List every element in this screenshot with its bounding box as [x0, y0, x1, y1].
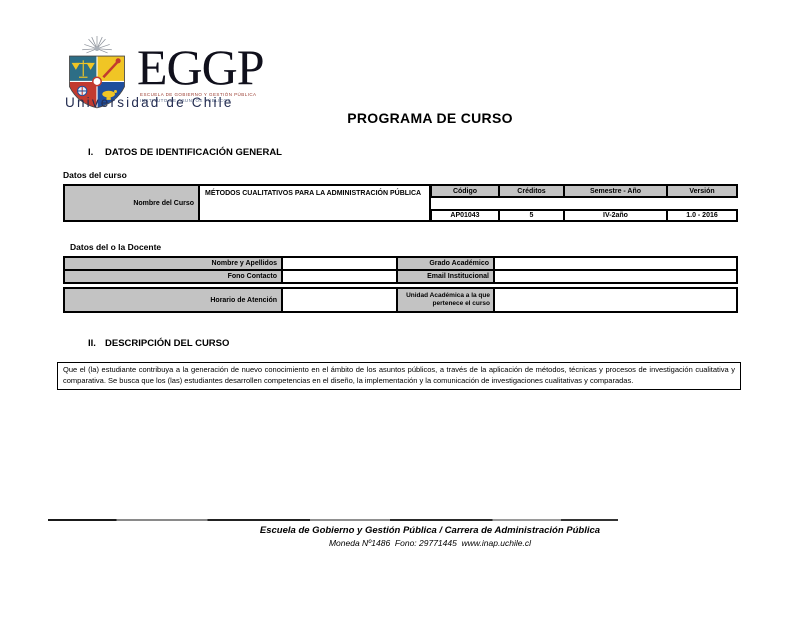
fono-contacto-label: Fono Contacto	[63, 269, 283, 284]
logo-university-name: Universidad de Chile	[65, 95, 234, 110]
unidad-academica-label: Unidad Académica a la que pertenece el c…	[396, 287, 495, 313]
footer: Escuela de Gobierno y Gestión Pública / …	[120, 524, 740, 550]
curso-table: Nombre del Curso MÉTODOS CUALITATIVOS PA…	[63, 184, 738, 222]
compass-icon	[77, 85, 88, 97]
section-1-number: I.	[88, 147, 94, 158]
footer-contact-line: Moneda Nº1486 Fono: 29771445 www.inap.uc…	[328, 538, 532, 548]
docente-table: Nombre y Apellidos Grado Académico Fono …	[63, 256, 738, 314]
fono-contacto-field[interactable]	[281, 269, 398, 284]
datos-del-docente-label: Datos del o la Docente	[70, 242, 162, 252]
eggp-logo: EGGP ESCUELA DE GOBIERNO Y GESTIÓN PÚBLI…	[65, 36, 265, 112]
horario-atencion-label: Horario de Atención	[63, 287, 283, 313]
email-institucional-label: Email Institucional	[396, 269, 495, 284]
section-2-number: II.	[88, 338, 96, 349]
torch-icon	[102, 58, 121, 79]
center-roundel-icon	[92, 76, 102, 87]
codigo-value: AP01043	[430, 209, 500, 222]
logo-subtitle-line1: ESCUELA DE GOBIERNO Y GESTIÓN PÚBLICA	[140, 92, 257, 97]
logo-subtitle: ESCUELA DE GOBIERNO Y GESTIÓN PÚBLICA IN…	[140, 92, 257, 103]
datos-del-curso-label: Datos del curso	[63, 170, 127, 180]
course-description-box: Que el (la) estudiante contribuya a la g…	[57, 362, 741, 390]
creditos-header: Créditos	[498, 184, 565, 198]
version-value: 1.0 - 2016	[666, 209, 738, 222]
nombre-del-curso-value: MÉTODOS CUALITATIVOS PARA LA ADMINISTRAC…	[198, 184, 431, 222]
semestre-ano-value: IV-2año	[563, 209, 668, 222]
page-title: PROGRAMA DE CURSO	[347, 110, 513, 126]
footer-school-line: Escuela de Gobierno y Gestión Pública / …	[259, 525, 601, 536]
lamp-icon	[102, 90, 117, 100]
codigo-header: Código	[430, 184, 500, 198]
logo-subtitle-line2: INSTITUTO DE ASUNTOS PÚBLICOS	[140, 97, 231, 103]
semestre-ano-header: Semestre - Año	[563, 184, 668, 198]
email-institucional-field[interactable]	[493, 269, 738, 284]
universidad-de-chile-shield-icon	[69, 36, 125, 109]
creditos-value: 5	[498, 209, 565, 222]
horario-atencion-field[interactable]	[281, 287, 398, 313]
section-1-heading: I. DATOS DE IDENTIFICACIÓN GENERAL	[88, 147, 282, 158]
logo-acronym: EGGP	[137, 39, 265, 95]
section-2-title: DESCRIPCIÓN DEL CURSO	[105, 338, 230, 349]
section-2-heading: II. DESCRIPCIÓN DEL CURSO	[88, 338, 229, 349]
footer-divider	[48, 519, 618, 521]
unidad-academica-field[interactable]	[493, 287, 738, 313]
section-1-title: DATOS DE IDENTIFICACIÓN GENERAL	[105, 147, 282, 158]
version-header: Versión	[666, 184, 738, 198]
scales-icon	[71, 60, 95, 78]
nombre-del-curso-label: Nombre del Curso	[63, 184, 200, 222]
